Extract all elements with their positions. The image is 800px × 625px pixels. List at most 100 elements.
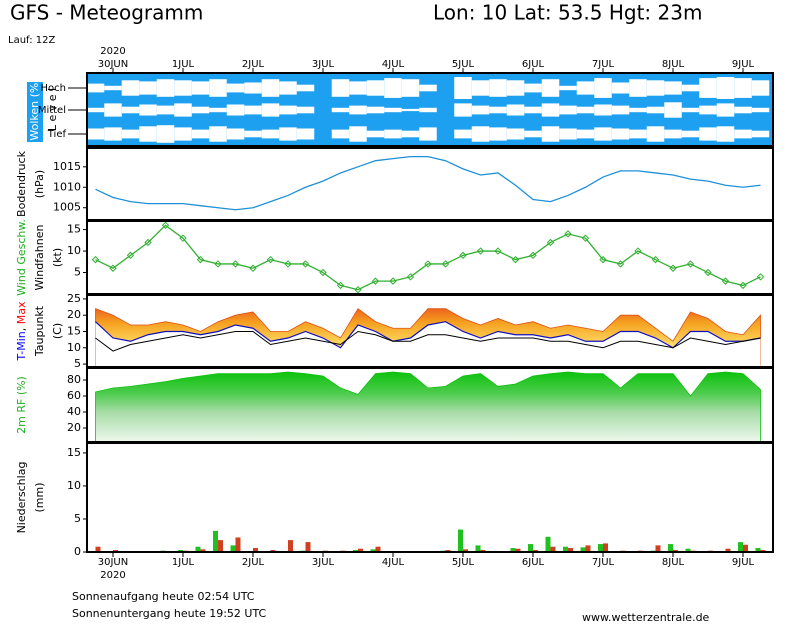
bar	[95, 546, 101, 552]
y-label: 2m RF (%)	[15, 376, 28, 434]
bar	[668, 544, 673, 552]
marker	[406, 273, 415, 281]
cloud-cell	[191, 129, 210, 139]
sunset: Sonnenuntergang heute 19:52 UTC	[72, 607, 267, 620]
cloud-cell	[191, 81, 210, 95]
x-tick-label: 6JUL	[522, 59, 545, 70]
cloud-cell	[174, 127, 192, 141]
title: GFS - Meteogramm	[10, 1, 203, 25]
cloud-cell	[664, 129, 682, 139]
area	[95, 371, 761, 443]
cloud-cell	[366, 106, 385, 114]
x-tick-label: 7JUL	[592, 59, 615, 70]
y-label-part: Wolken (%)	[28, 78, 41, 140]
cloud-cell	[156, 79, 175, 97]
cloud-cell	[86, 83, 105, 93]
cloud-cell	[734, 129, 752, 139]
cloud-cell	[646, 106, 665, 114]
level-label: Tief	[47, 129, 67, 140]
marker	[494, 247, 502, 255]
marker	[91, 255, 100, 264]
cloud-cell	[576, 106, 595, 114]
bar	[603, 543, 608, 552]
cloud-cell	[121, 80, 140, 96]
cloud-cell	[559, 128, 577, 140]
y-label: (hPa)	[33, 170, 46, 198]
y-tick-label: 5	[74, 357, 81, 370]
cloud-cell	[104, 103, 122, 117]
cloud-cell	[489, 127, 507, 141]
marker	[756, 273, 765, 281]
cloud-cell	[506, 128, 525, 140]
bar	[510, 548, 516, 552]
panel: 20 40 60 80 2m RF (%)	[15, 367, 774, 443]
cloud-cell	[331, 107, 350, 113]
cloud-cell	[506, 80, 525, 96]
y-label: (mm)	[33, 482, 46, 512]
bar	[288, 540, 293, 552]
y-label-part: Windfahnen	[33, 225, 46, 291]
cloud-cell	[611, 82, 630, 94]
cloud-cell	[716, 126, 735, 142]
cloud-cell	[139, 81, 157, 95]
x-tick-label: 30JUN	[98, 557, 128, 568]
y-tick-label: 5	[74, 266, 81, 279]
y-label: Windfahnen	[33, 225, 46, 291]
cloud-cell	[401, 79, 420, 97]
cloud-cell	[611, 128, 630, 140]
cloud-cell	[664, 102, 682, 118]
bar	[545, 536, 551, 552]
bar	[253, 548, 258, 552]
bar	[235, 537, 241, 552]
cloud-cell	[524, 106, 542, 114]
dew-line	[95, 330, 761, 352]
min-line	[95, 321, 761, 349]
marker	[511, 255, 520, 264]
cloud-cell	[489, 79, 507, 97]
line	[95, 224, 761, 291]
marker	[459, 251, 467, 260]
cloud-cell	[734, 78, 752, 98]
y-tick-label: 40	[67, 405, 81, 418]
cloud-cell	[629, 79, 647, 97]
y-label: Niederschlag	[15, 462, 28, 534]
bar	[655, 545, 661, 552]
run: Lauf: 12Z	[8, 35, 55, 46]
cloud-cell	[401, 108, 420, 112]
marker	[319, 268, 327, 277]
y-label-part: T-Min	[15, 331, 28, 361]
y-label-part: 2m RF (%)	[15, 376, 28, 434]
marker	[109, 264, 117, 272]
cloud-cell	[471, 105, 490, 115]
marker	[529, 251, 537, 260]
x-tick-label: 8JUL	[662, 59, 685, 70]
cloud-cell	[419, 107, 437, 113]
level-label: Hoch	[41, 83, 66, 94]
cloud-cell	[139, 126, 157, 142]
y-tick-label: 15	[67, 446, 81, 459]
y-tick-label: 0	[74, 545, 81, 558]
cloud-cell	[751, 80, 770, 96]
bar	[475, 545, 481, 552]
x-tick-label: 2JUL	[242, 59, 265, 70]
y-label-part: Wind Geschw.	[15, 219, 28, 296]
marker	[266, 255, 275, 264]
x-tick-label: 5JUL	[452, 557, 475, 568]
bar	[743, 544, 748, 552]
marker	[669, 264, 677, 272]
x-tick-label: 6JUL	[522, 557, 545, 568]
cloud-cell	[261, 103, 280, 117]
cloud-cell	[594, 104, 612, 116]
marker	[389, 277, 397, 285]
marker	[126, 251, 135, 260]
location: Lon: 10 Lat: 53.5 Hgt: 23m	[433, 1, 702, 25]
marker	[214, 260, 222, 268]
cloud-cell	[349, 81, 367, 95]
panel: 5 10 15 Wind Geschw. Windfahnen (kt)	[15, 219, 774, 296]
cloud-cell	[261, 79, 280, 97]
bar	[755, 548, 761, 552]
x-tick-label: 9JUL	[732, 59, 755, 70]
cloud-cell	[576, 129, 595, 139]
bar	[358, 548, 363, 552]
cloud-cell	[559, 105, 577, 115]
